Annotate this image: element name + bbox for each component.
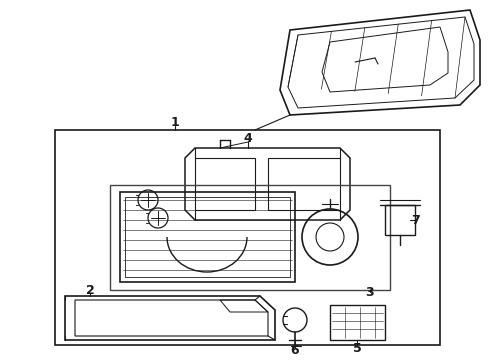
Text: 1: 1 bbox=[171, 116, 179, 129]
Text: 7: 7 bbox=[411, 213, 419, 226]
Text: 5: 5 bbox=[353, 342, 361, 355]
Text: 4: 4 bbox=[244, 131, 252, 144]
Text: 2: 2 bbox=[86, 284, 95, 297]
Text: 3: 3 bbox=[366, 285, 374, 298]
Text: 6: 6 bbox=[291, 343, 299, 356]
